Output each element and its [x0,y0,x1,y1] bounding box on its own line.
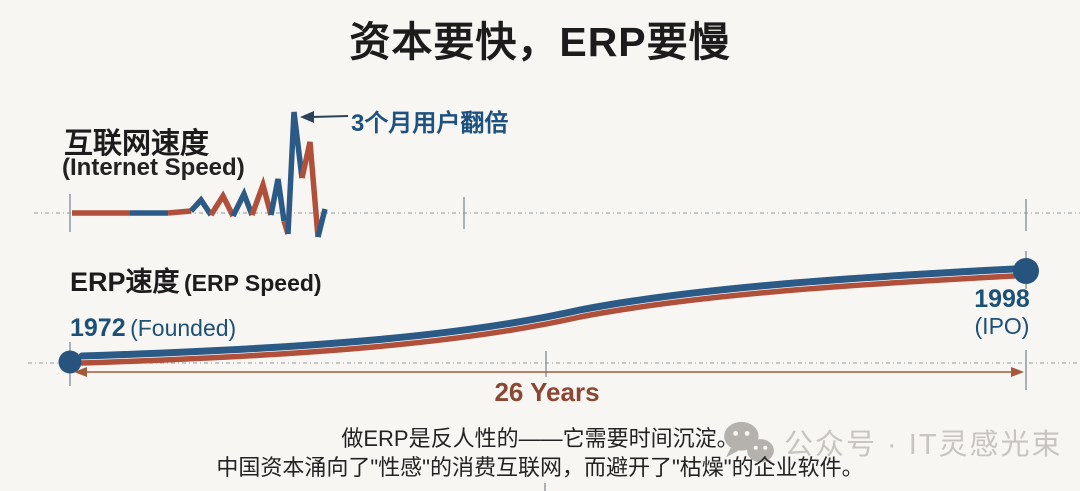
spike-annotation-text: 3个月用户翻倍 [351,110,509,137]
erp-speed-label-zh: ERP速度 [70,267,180,297]
internet-speed-label-en: (Internet Speed) [62,154,245,181]
ipo-note: (IPO) [974,313,1030,339]
ipo-dot [1013,258,1039,284]
founded-label: 1972 (Founded) [70,314,236,343]
erp-curve-red [79,273,1017,366]
footer-text: 做ERP是反人性的——它需要时间沉淀。 中国资本涌向了"性感"的消费互联网，而避… [0,424,1080,482]
erp-speed-label: ERP速度 (ERP Speed) [70,260,322,299]
watermark: 公众号 · IT灵感光束 [722,420,1063,464]
internet-speed-label-zh: 互联网速度 [64,128,210,160]
ipo-label: 1998 (IPO) [951,286,1053,340]
wechat-icon [724,421,774,464]
footer-line-2: 中国资本涌向了"性感"的消费互联网，而避开了"枯燥"的企业软件。 [216,455,864,480]
founded-dot [58,350,82,374]
internet-segment [188,195,214,217]
founded-year: 1972 [70,314,126,342]
page-title: 资本要快，ERP要慢 [349,19,731,65]
internet-segment [315,208,328,238]
internet-segment [299,141,321,238]
duration-label: 26 Years [494,377,600,407]
internet-spike [285,111,305,235]
internet-segment [208,190,236,218]
internet-segment [268,178,287,222]
internet-segment [249,175,274,216]
watermark-text: 公众号 · IT灵感光束 [784,429,1063,461]
spike-annotation-arrow [300,111,349,123]
footer-line-1: 做ERP是反人性的——它需要时间沉淀。 [341,426,739,451]
internet-segment [230,187,255,218]
internet-speed-line [72,111,328,238]
founded-note: (Founded) [130,315,237,341]
ipo-year: 1998 [974,285,1030,313]
duration-arrow [74,367,1024,377]
internet-segment [167,208,192,216]
erp-speed-label-en: (ERP Speed) [183,270,322,296]
erp-curve-blue [78,265,1018,360]
